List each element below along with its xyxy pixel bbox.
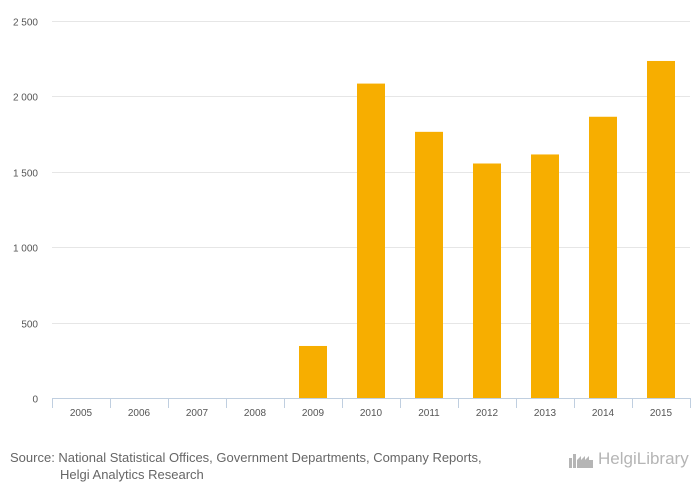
x-tick-label: 2006 <box>128 408 151 419</box>
bar-2010[interactable] <box>357 83 385 398</box>
bar-2014[interactable] <box>589 116 617 399</box>
bar-2009[interactable] <box>299 345 327 398</box>
x-tick-label: 2010 <box>360 408 383 419</box>
x-axis-ticks: 2005 2006 2007 2008 2009 2010 2011 2012 2013 2014… <box>70 408 673 419</box>
x-tick-label: 2014 <box>592 408 615 419</box>
bar-2012[interactable] <box>473 163 501 398</box>
x-tick-label: 2012 <box>476 408 499 419</box>
x-tick-label: 2011 <box>418 408 440 419</box>
y-tick-label: 2 000 <box>13 93 38 104</box>
x-tick-label: 2009 <box>302 408 325 419</box>
logo-text-library: Library <box>636 449 689 468</box>
source-line-2: Helgi Analytics Research <box>60 467 204 482</box>
source-line-1: Source: National Statistical Offices, Go… <box>10 450 482 465</box>
logo-text-helgi: Helgi <box>598 449 637 468</box>
bar-2011[interactable] <box>415 131 443 398</box>
factory-icon <box>569 454 593 468</box>
x-tick-label: 2008 <box>244 408 267 419</box>
bar-2013[interactable] <box>531 154 559 398</box>
y-tick-label: 500 <box>21 320 38 331</box>
y-tick-label: 1 500 <box>13 169 38 180</box>
helgi-library-logo: HelgiLibrary <box>568 448 689 470</box>
y-axis-ticks: 0 500 1 000 1 500 2 000 2 500 <box>13 18 38 406</box>
x-tick-label: 2007 <box>186 408 209 419</box>
x-tick-label: 2005 <box>70 408 93 419</box>
y-tick-label: 0 <box>32 395 38 406</box>
x-tick-label: 2015 <box>650 408 673 419</box>
bar-2015[interactable] <box>647 60 675 398</box>
y-tick-label: 2 500 <box>13 18 38 29</box>
source-note: Source: National Statistical Offices, Go… <box>10 449 550 483</box>
x-tick-label: 2013 <box>534 408 557 419</box>
bars <box>299 60 675 399</box>
x-axis <box>52 398 691 408</box>
y-tick-label: 1 000 <box>13 244 38 255</box>
